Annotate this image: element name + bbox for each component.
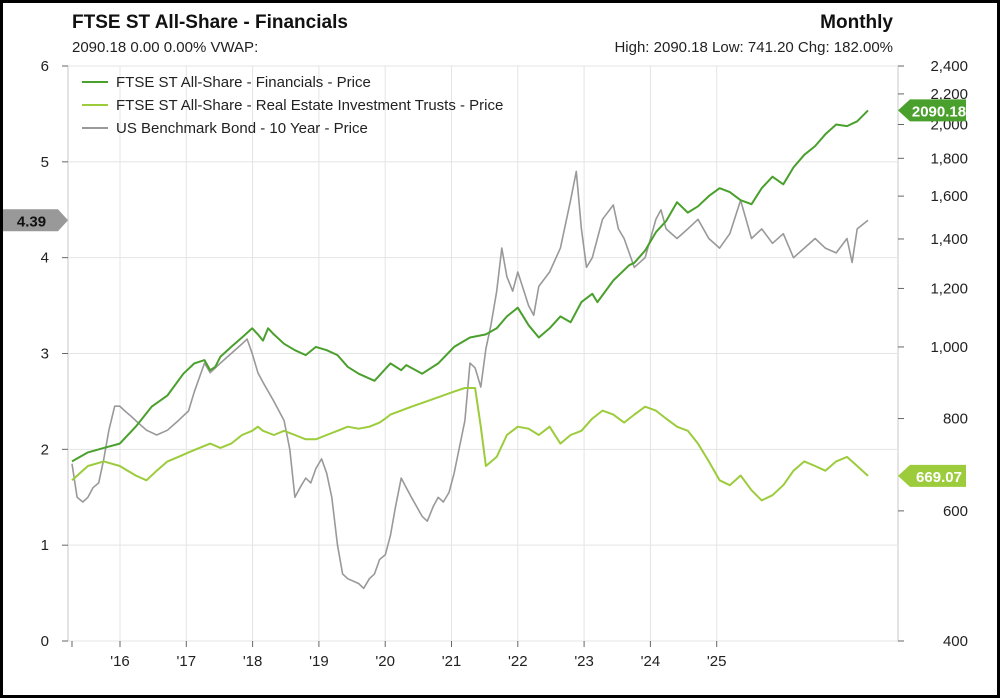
info-right: High: 2090.18 Low: 741.20 Chg: 182.00% (614, 39, 893, 56)
right-y-tick-label: 2,400 (930, 58, 968, 75)
right-y-tick-label: 2,200 (930, 86, 968, 103)
series-line-2 (71, 387, 869, 502)
x-tick-label: '20 (375, 653, 395, 670)
right-price-marker-label: 669.07 (916, 469, 962, 486)
x-tick-label: '25 (707, 653, 727, 670)
left-y-tick-label: 0 (41, 633, 49, 650)
legend-label: FTSE ST All-Share - Financials - Price (116, 74, 371, 91)
left-y-tick-label: 4 (41, 250, 49, 267)
right-price-marker-label: 2090.18 (912, 103, 966, 120)
x-tick-label: '24 (641, 653, 661, 670)
right-price-marker (898, 99, 966, 122)
left-price-marker-label: 4.39 (17, 213, 46, 230)
x-tick-label: '21 (442, 653, 462, 670)
right-y-tick-label: 1,200 (930, 280, 968, 297)
left-y-tick-label: 5 (41, 154, 49, 171)
left-price-marker (3, 209, 68, 232)
right-y-tick-label: 1,600 (930, 188, 968, 205)
x-tick-label: '16 (110, 653, 130, 670)
right-y-tick-label: 800 (943, 411, 968, 428)
right-y-tick-label: 1,800 (930, 150, 968, 167)
x-tick-label: '19 (309, 653, 329, 670)
right-y-tick-label: 1,400 (930, 231, 968, 248)
legend-label: US Benchmark Bond - 10 Year - Price (116, 120, 368, 137)
x-tick-label: '23 (574, 653, 594, 670)
series-line-3 (71, 170, 869, 590)
right-price-marker (898, 464, 966, 487)
right-y-tick-label: 600 (943, 503, 968, 520)
x-tick-label: '18 (243, 653, 263, 670)
right-y-tick-label: 400 (943, 633, 968, 650)
series-layer (71, 109, 869, 590)
legend: FTSE ST All-Share - Financials - Price FT… (82, 74, 503, 137)
price-markers: 4.39 2090.18 669.07 (3, 99, 966, 487)
left-y-tick-label: 1 (41, 537, 49, 554)
period-label: Monthly (820, 12, 893, 33)
x-tick-label: '22 (508, 653, 528, 670)
axis-layer: '16 '17 '18 '19 '20 '21 '22 '23 '24 '25 6 5 4 3 2 1 0 2,4… (41, 58, 968, 670)
x-tick-label: '17 (177, 653, 197, 670)
chart-title: FTSE ST All-Share - Financials (72, 12, 348, 33)
right-y-tick-label: 1,000 (930, 339, 968, 356)
series-line-1 (71, 109, 869, 463)
left-y-tick-label: 6 (41, 58, 49, 75)
left-y-tick-label: 3 (41, 346, 49, 363)
left-y-tick-label: 2 (41, 441, 49, 458)
legend-label: FTSE ST All-Share - Real Estate Investme… (116, 97, 503, 114)
info-left: 2090.18 0.00 0.00% VWAP: (72, 39, 258, 56)
